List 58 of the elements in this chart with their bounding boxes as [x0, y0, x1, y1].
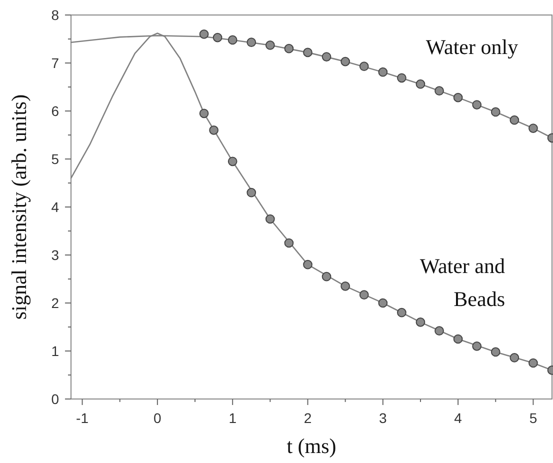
- point: [303, 260, 312, 270]
- y-tick-label: 8: [51, 7, 60, 23]
- point: [510, 353, 520, 362]
- point: [453, 92, 463, 102]
- x-tick-label: -1: [76, 410, 89, 426]
- point: [246, 38, 256, 48]
- point: [378, 67, 388, 77]
- point: [322, 272, 332, 282]
- y-tick-label: 6: [51, 103, 60, 119]
- y-tick-label: 1: [51, 343, 60, 359]
- x-axis-title: t (ms): [286, 434, 336, 458]
- point: [416, 318, 426, 327]
- x-tick-label: 1: [228, 410, 237, 426]
- point: [490, 347, 500, 357]
- point: [265, 214, 275, 224]
- point: [397, 73, 406, 83]
- x-tick-label: 3: [379, 410, 387, 426]
- y-axis-title: signal intensity (arb. units): [7, 94, 31, 320]
- x-tick-label: 0: [154, 410, 162, 426]
- x-tick-label: 4: [454, 410, 462, 426]
- x-tick-label: 5: [529, 410, 538, 426]
- annotation: Water only: [426, 35, 519, 59]
- point: [199, 108, 209, 118]
- point: [472, 342, 482, 351]
- point: [284, 44, 294, 54]
- point: [265, 40, 275, 50]
- point: [434, 86, 444, 96]
- point: [359, 290, 369, 300]
- point: [284, 238, 294, 248]
- point: [209, 126, 218, 135]
- point: [453, 334, 463, 344]
- y-tick-label: 0: [51, 391, 60, 407]
- point: [378, 298, 388, 308]
- y-tick-label: 3: [51, 247, 60, 263]
- y-tick-label: 5: [51, 151, 60, 167]
- point: [416, 79, 426, 89]
- point: [397, 308, 406, 318]
- y-tick-label: 4: [51, 199, 60, 215]
- point: [303, 48, 312, 58]
- point: [199, 30, 209, 39]
- point: [246, 188, 256, 198]
- y-tick-label: 2: [51, 295, 60, 311]
- point: [340, 282, 350, 291]
- point: [510, 115, 520, 125]
- x-tick-label: 2: [304, 410, 312, 426]
- y-tick-label: 7: [51, 55, 60, 71]
- point: [359, 62, 369, 72]
- point: [490, 107, 500, 117]
- point: [228, 35, 238, 45]
- point: [528, 358, 538, 368]
- point: [340, 56, 350, 66]
- point: [434, 326, 444, 336]
- annotation: Water and Beads: [420, 254, 506, 311]
- point: [322, 52, 332, 62]
- point: [472, 100, 482, 110]
- point: [212, 32, 222, 42]
- point: [528, 124, 538, 133]
- point: [228, 156, 238, 166]
